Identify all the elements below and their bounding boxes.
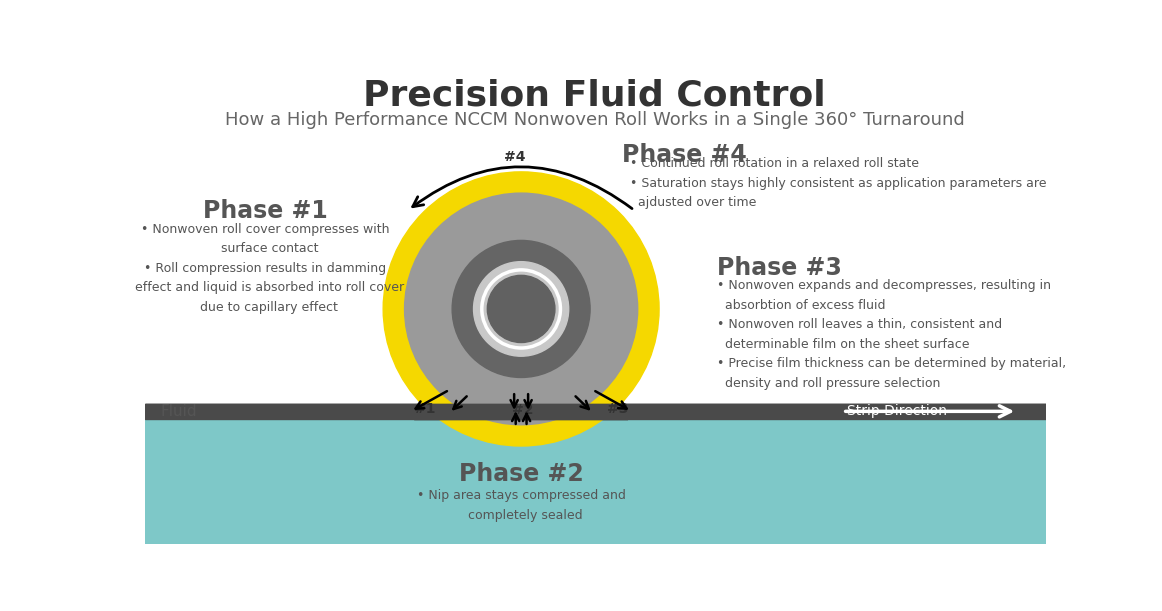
Text: Strip Direction: Strip Direction	[847, 404, 947, 419]
Ellipse shape	[487, 276, 555, 343]
Ellipse shape	[452, 240, 590, 378]
Ellipse shape	[383, 172, 659, 446]
Bar	[145, 404, 1046, 419]
Ellipse shape	[474, 262, 568, 356]
Bar	[145, 404, 1046, 419]
Text: Phase #3: Phase #3	[717, 256, 842, 280]
Text: How a High Performance NCCM Nonwoven Roll Works in a Single 360° Turnaround: How a High Performance NCCM Nonwoven Rol…	[225, 111, 964, 130]
Bar	[145, 404, 1046, 419]
Text: Phase #1: Phase #1	[203, 199, 328, 223]
Text: Fluid: Fluid	[160, 404, 198, 419]
Polygon shape	[629, 413, 1046, 544]
Text: #4: #4	[504, 150, 525, 164]
Polygon shape	[145, 413, 414, 544]
Text: #3: #3	[607, 402, 629, 416]
Text: #2: #2	[512, 403, 533, 417]
Text: • Continued roll rotation in a relaxed roll state
• Saturation stays highly cons: • Continued roll rotation in a relaxed r…	[630, 158, 1046, 210]
Text: #1: #1	[414, 402, 436, 416]
Bar	[145, 410, 1046, 544]
Text: Phase #4: Phase #4	[622, 143, 747, 167]
Ellipse shape	[404, 193, 638, 425]
Text: Precision Fluid Control: Precision Fluid Control	[364, 79, 826, 112]
Polygon shape	[145, 413, 1046, 544]
Text: Phase #2: Phase #2	[459, 463, 583, 486]
Text: • Nonwoven roll cover compresses with
  surface contact
• Roll compression resul: • Nonwoven roll cover compresses with su…	[127, 222, 404, 313]
Text: • Nip area stays compressed and
  completely sealed: • Nip area stays compressed and complete…	[417, 489, 625, 522]
Text: • Nonwoven expands and decompresses, resulting in
  absorbtion of excess fluid
•: • Nonwoven expands and decompresses, res…	[717, 279, 1067, 390]
